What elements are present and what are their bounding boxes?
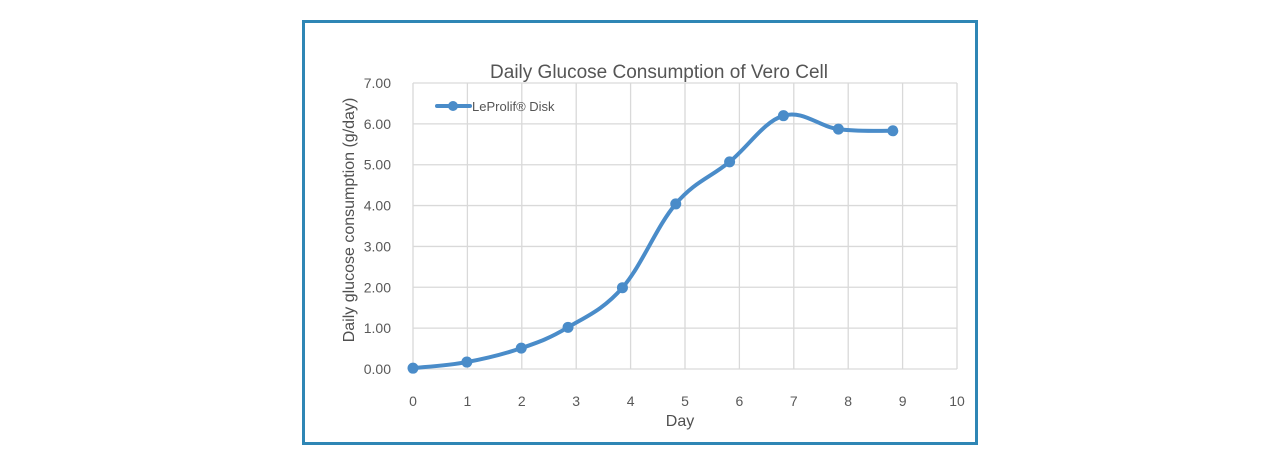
x-tick-label: 1 <box>464 393 472 409</box>
data-point <box>777 110 789 122</box>
series-line <box>411 112 895 371</box>
y-axis-label: Daily glucose consumption (g/day) <box>341 98 358 343</box>
legend-marker <box>448 101 458 111</box>
x-tick-label: 8 <box>844 393 852 409</box>
data-point <box>407 362 419 374</box>
y-tick-labels: 0.00 1.00 2.00 3.00 4.00 5.00 6.00 7.00 <box>364 75 391 377</box>
x-tick-label: 9 <box>899 393 907 409</box>
legend: LeProlif® Disk <box>435 99 555 114</box>
data-point <box>670 198 682 210</box>
y-tick-label: 1.00 <box>364 320 391 336</box>
x-tick-label: 3 <box>572 393 580 409</box>
x-axis-label: Day <box>666 413 694 430</box>
y-tick-label: 2.00 <box>364 279 391 295</box>
y-tick-label: 6.00 <box>364 116 391 132</box>
legend-label: LeProlif® Disk <box>472 99 555 114</box>
x-tick-label: 2 <box>518 393 526 409</box>
x-tick-label: 6 <box>736 393 744 409</box>
x-tick-label: 4 <box>627 393 635 409</box>
data-point <box>461 356 473 368</box>
x-tick-label: 7 <box>790 393 798 409</box>
data-point <box>832 123 844 135</box>
x-tick-labels: 0 1 2 3 4 5 6 7 8 9 10 <box>409 393 965 409</box>
y-tick-label: 5.00 <box>364 157 391 173</box>
y-tick-label: 0.00 <box>364 361 391 377</box>
data-point <box>724 156 736 168</box>
x-tick-label: 10 <box>949 393 965 409</box>
x-tick-label: 5 <box>681 393 689 409</box>
data-point <box>515 342 527 354</box>
data-point <box>616 282 628 294</box>
chart-frame <box>302 20 978 445</box>
y-tick-label: 3.00 <box>364 238 391 254</box>
gridlines <box>412 82 958 370</box>
y-tick-label: 4.00 <box>364 198 391 214</box>
x-tick-label: 0 <box>409 393 417 409</box>
data-points <box>407 110 899 374</box>
chart-title: Daily Glucose Consumption of Vero Cell <box>490 62 828 83</box>
data-point <box>562 321 574 333</box>
y-tick-label: 7.00 <box>364 75 391 91</box>
data-point <box>887 125 899 137</box>
